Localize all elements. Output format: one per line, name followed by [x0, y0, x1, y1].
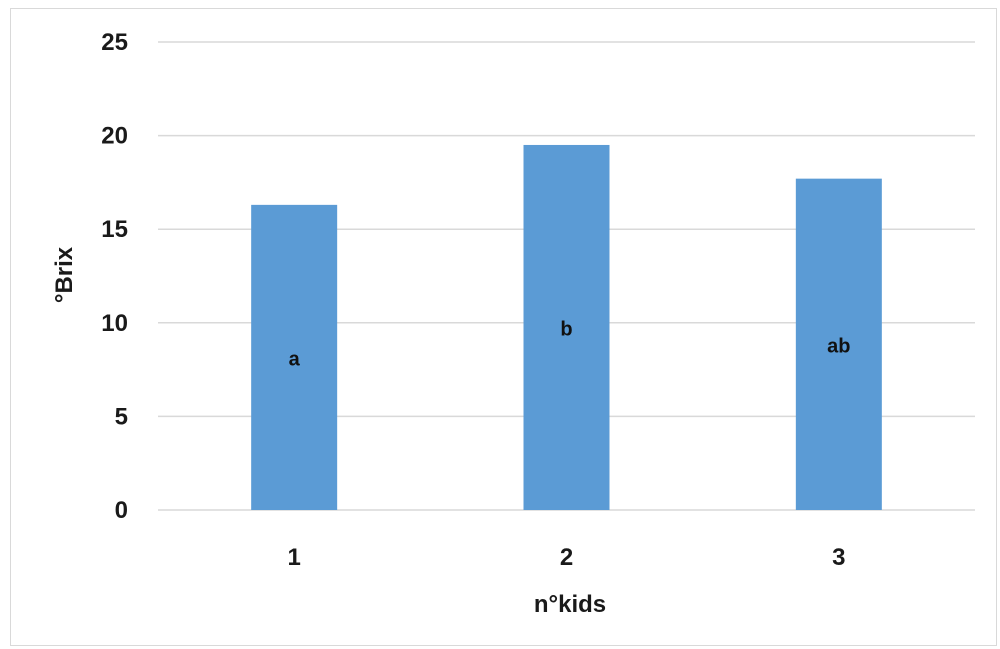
- bars: [251, 144, 882, 510]
- y-tick-labels: 0 5 10 15 20 25: [101, 29, 128, 524]
- bar-3: [795, 178, 882, 510]
- x-tick-labels: 1 2 3: [287, 544, 845, 571]
- y-axis-title: °Brix: [51, 246, 78, 303]
- bar-letter-label: ab: [827, 335, 850, 357]
- x-axis-title: n°kids: [534, 591, 606, 618]
- x-tick-label: 1: [287, 544, 300, 571]
- bar-letter-label: b: [560, 318, 572, 340]
- bar-2: [523, 144, 610, 510]
- x-tick-label: 2: [560, 544, 573, 571]
- y-tick-label: 15: [101, 216, 128, 243]
- bar-letter-label: a: [289, 348, 301, 370]
- x-tick-label: 3: [832, 544, 845, 571]
- y-tick-label: 25: [101, 29, 128, 56]
- y-tick-label: 20: [101, 123, 128, 150]
- bar-1: [251, 204, 338, 510]
- y-tick-label: 5: [115, 403, 128, 430]
- y-tick-label: 0: [115, 497, 128, 524]
- y-tick-label: 10: [101, 310, 128, 337]
